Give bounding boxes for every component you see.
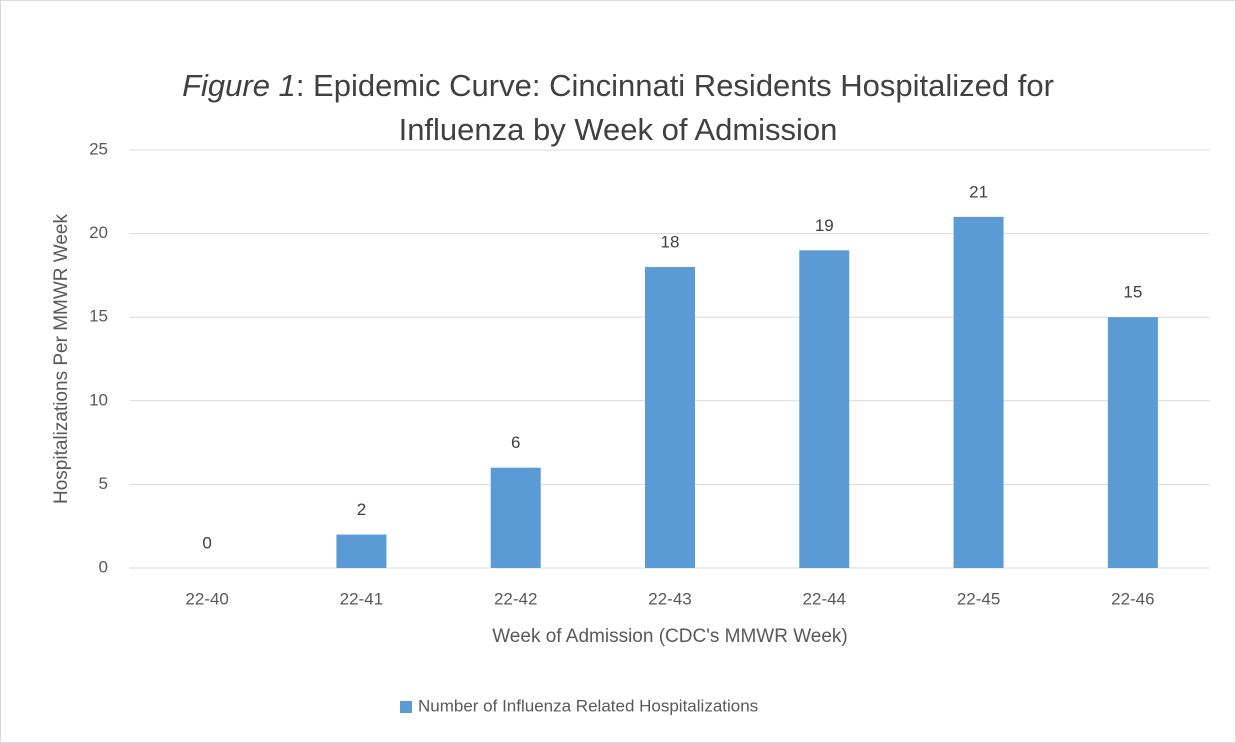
x-tick-label: 22-44 — [803, 589, 846, 608]
x-tick-label: 22-43 — [648, 589, 691, 608]
x-tick-label: 22-46 — [1111, 589, 1154, 608]
data-label: 21 — [969, 182, 988, 201]
x-tick-label: 22-41 — [340, 589, 383, 608]
title-figure-label: Figure 1 — [182, 68, 296, 103]
data-label: 6 — [511, 433, 520, 452]
data-label: 15 — [1123, 283, 1142, 302]
y-tick-label: 10 — [89, 390, 108, 409]
y-tick-label: 25 — [89, 139, 108, 158]
legend-swatch — [400, 701, 412, 713]
x-tick-label: 22-40 — [185, 589, 228, 608]
y-axis-label: Hospitalizations Per MMWR Week — [51, 214, 72, 505]
y-tick-label: 0 — [99, 557, 108, 576]
bar — [953, 216, 1004, 568]
title-text: : Epidemic Curve: Cincinnati Residents H… — [296, 68, 1054, 103]
x-axis-label: Week of Admission (CDC's MMWR Week) — [492, 626, 848, 647]
x-tick-label: 22-42 — [494, 589, 537, 608]
data-label: 0 — [202, 533, 211, 552]
bar — [645, 267, 695, 568]
chart-title-line-2: Influenza by Week of Admission — [399, 112, 838, 147]
x-tick-label: 22-45 — [957, 589, 1000, 608]
bar — [1107, 317, 1158, 568]
chart-title: Figure 1: Epidemic Curve: Cincinnati Res… — [182, 68, 1054, 103]
bar — [490, 467, 541, 568]
y-tick-label: 5 — [99, 474, 108, 493]
data-label: 2 — [357, 500, 366, 519]
legend-label: Number of Influenza Related Hospitalizat… — [418, 696, 758, 715]
y-tick-label: 20 — [89, 223, 108, 242]
data-label: 19 — [815, 216, 834, 235]
bar — [336, 534, 387, 568]
y-tick-label: 15 — [89, 307, 108, 326]
data-label: 18 — [661, 233, 680, 252]
bar — [799, 250, 850, 568]
